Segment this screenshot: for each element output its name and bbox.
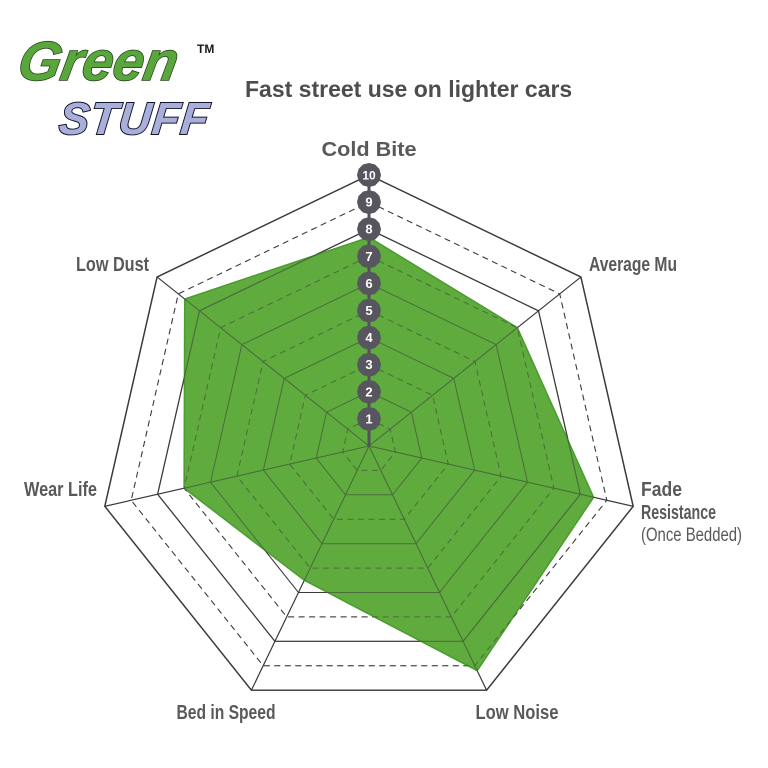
svg-text:Average Mu: Average Mu <box>589 254 677 276</box>
svg-text:STUFF: STUFF <box>57 93 213 144</box>
svg-text:Low Noise: Low Noise <box>476 702 559 724</box>
svg-text:9: 9 <box>365 195 372 210</box>
svg-text:7: 7 <box>365 249 372 264</box>
svg-text:2: 2 <box>365 384 372 399</box>
svg-text:Fade: Fade <box>641 479 682 501</box>
svg-text:Cold Bite: Cold Bite <box>322 139 417 161</box>
svg-text:5: 5 <box>365 303 372 318</box>
svg-text:1: 1 <box>365 411 372 426</box>
svg-text:6: 6 <box>365 276 372 291</box>
svg-text:Resistance: Resistance <box>641 502 716 524</box>
svg-text:Bed in Speed: Bed in Speed <box>177 702 276 724</box>
svg-text:Fast street use on lighter car: Fast street use on lighter cars <box>245 76 572 102</box>
svg-text:3: 3 <box>365 357 372 372</box>
svg-text:Green: Green <box>14 30 184 92</box>
svg-text:(Once Bedded): (Once Bedded) <box>641 525 742 546</box>
svg-text:Wear Life: Wear Life <box>24 479 97 501</box>
svg-text:Low Dust: Low Dust <box>76 254 149 276</box>
svg-text:10: 10 <box>362 169 376 183</box>
svg-text:TM: TM <box>197 42 214 56</box>
svg-text:8: 8 <box>365 222 372 237</box>
svg-text:4: 4 <box>365 330 373 345</box>
